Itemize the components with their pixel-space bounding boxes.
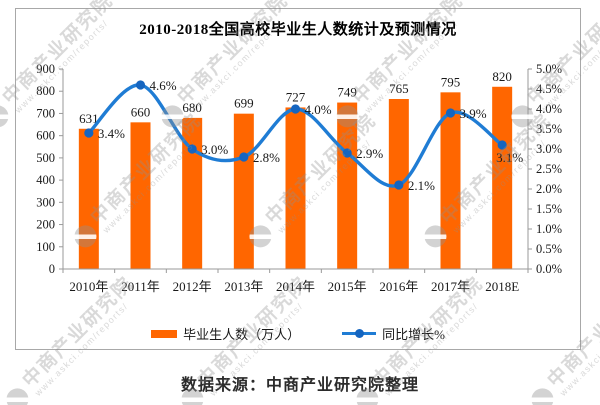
x-tick-label: 2011年 (121, 279, 160, 294)
y-tick-label-right: 1.0% (536, 222, 562, 236)
bar-value-label: 680 (182, 100, 202, 115)
y-tick-label-right: 1.5% (536, 202, 562, 216)
y-tick-label-right: 3.0% (536, 142, 562, 156)
y-tick-label-right: 4.5% (536, 82, 562, 96)
legend-label-graduates: 毕业生人数（万人） (183, 327, 301, 342)
pct-label: 4.0% (305, 102, 332, 117)
legend-item-graduates: 毕业生人数（万人） (151, 324, 300, 343)
y-tick-label-left: 500 (36, 151, 55, 165)
x-tick-label: 2017年 (431, 279, 470, 294)
chart-frame: 2010-2018全国高校毕业生人数统计及预测情况 631 660 680 699 72… (15, 8, 581, 350)
y-tick-label-left: 800 (36, 84, 55, 98)
y-tick-label-left: 200 (36, 218, 55, 232)
askci-logo-icon (0, 101, 14, 133)
pct-label: 3.0% (201, 142, 228, 157)
bar-series-swatch-icon (151, 329, 178, 338)
bar-value-label: 631 (79, 111, 99, 126)
y-tick-label-right: 2.0% (536, 182, 562, 196)
bar-value-label: 820 (492, 69, 512, 84)
y-tick-label-right: 3.5% (536, 122, 562, 136)
bar-2013年 (233, 113, 254, 270)
bar-value-label: 699 (234, 96, 254, 111)
y-tick-label-left: 600 (36, 129, 55, 143)
x-tick-label: 2015年 (328, 279, 367, 294)
line-marker (187, 144, 197, 154)
x-tick-label: 2012年 (173, 279, 212, 294)
bar-value-label: 795 (441, 74, 461, 89)
pct-label: 2.1% (408, 178, 435, 193)
line-marker (445, 108, 456, 118)
line-marker (290, 104, 301, 114)
y-tick-label-right: 5.0% (536, 62, 562, 76)
bar-value-label: 660 (131, 104, 151, 119)
y-tick-label-left: 0 (49, 262, 55, 276)
y-tick-label-right: 2.5% (536, 162, 562, 176)
y-tick-label-right: 0.5% (536, 242, 562, 256)
pct-label: 3.4% (98, 126, 125, 141)
x-tick-label: 2016年 (379, 279, 418, 294)
bar-value-label: 765 (389, 81, 409, 96)
y-tick-label-left: 900 (36, 62, 55, 76)
chart-title: 2010-2018全国高校毕业生人数统计及预测情况 (139, 22, 457, 38)
x-tick-label: 2018E (485, 279, 519, 294)
source-note: 数据来源：中商产业研究院整理 (180, 377, 419, 394)
line-marker (135, 80, 146, 90)
line-marker (394, 180, 404, 190)
line-marker (84, 128, 94, 138)
y-tick-label-left: 700 (36, 106, 55, 120)
legend: 毕业生人数（万人） 同比增长% (16, 324, 580, 343)
legend-label-growth: 同比增长% (382, 327, 445, 342)
bar-value-label: 749 (337, 85, 357, 100)
pct-label: 3.1% (496, 150, 523, 165)
pct-label: 2.8% (253, 150, 280, 165)
bar-2015年 (337, 102, 358, 269)
line-series-swatch-icon (342, 329, 377, 338)
y-tick-label-left: 300 (36, 195, 55, 209)
x-tick-label: 2014年 (276, 279, 315, 294)
line-marker (497, 140, 507, 150)
x-tick-label: 2013年 (224, 279, 263, 294)
line-marker (342, 148, 352, 158)
bar-2012年 (182, 117, 203, 269)
x-tick-label: 2010年 (69, 279, 108, 294)
pct-label: 3.9% (460, 106, 487, 121)
bar-2018E (492, 86, 513, 270)
bar-2014年 (285, 107, 306, 269)
bar-2010年 (78, 128, 99, 269)
y-tick-label-left: 400 (36, 173, 55, 187)
legend-item-growth: 同比增长% (342, 324, 445, 343)
pct-label: 2.9% (356, 146, 383, 161)
pct-label: 4.6% (150, 78, 177, 93)
y-tick-label-left: 100 (36, 240, 55, 254)
y-tick-label-right: 0.0% (536, 262, 562, 276)
bar-2011年 (130, 122, 151, 269)
chart-canvas: 631 660 680 699 727 749 765 795 820 0 100 200 300 400… (36, 62, 562, 294)
y-tick-label-right: 4.0% (536, 102, 562, 116)
line-marker (239, 152, 249, 162)
bar-value-label: 727 (286, 89, 306, 104)
